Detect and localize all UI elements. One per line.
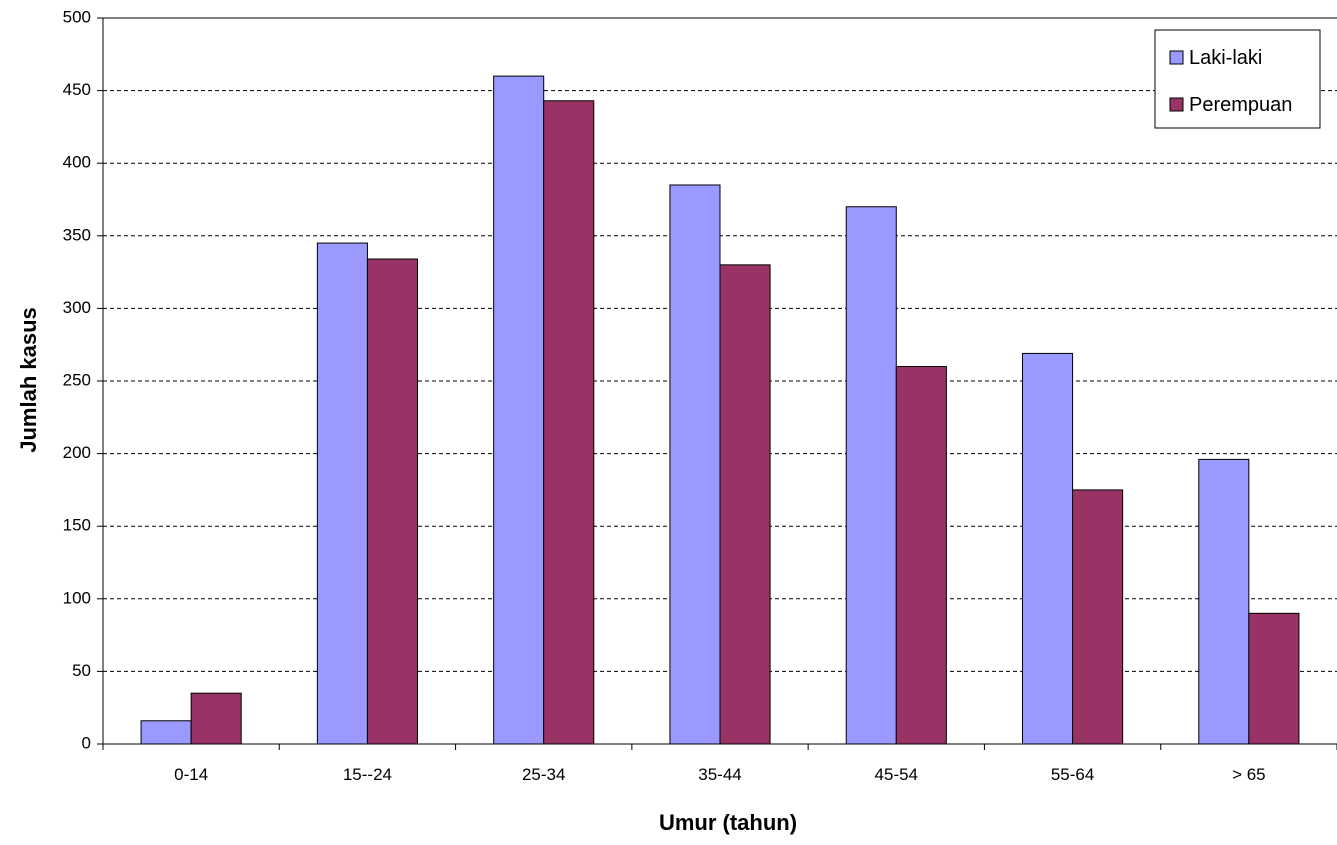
y-tick-label: 100 <box>63 588 91 607</box>
y-tick-label: 400 <box>63 153 91 172</box>
legend: Laki-laki Perempuan <box>1154 29 1321 129</box>
bar-laki-laki-1 <box>316 242 368 745</box>
tick-labels: 0 50 100 150 200 250 300 350 400 450 500 0-14 15--24… <box>63 7 1266 784</box>
y-tick-label: 300 <box>63 298 91 317</box>
x-tick-label: 15--24 <box>343 765 392 784</box>
legend-box <box>1154 29 1321 129</box>
x-tick-label: 45-54 <box>875 765 918 784</box>
y-tick-label: 50 <box>72 661 91 680</box>
x-axis-title: Umur (tahun) <box>659 810 797 835</box>
y-tick-label: 150 <box>63 516 91 535</box>
axes <box>97 17 1337 750</box>
y-tick-label: 0 <box>82 733 91 752</box>
bar-laki-laki-4 <box>845 206 897 745</box>
legend-swatch-laki-laki <box>1169 50 1184 65</box>
x-tick-label: 35-44 <box>698 765 741 784</box>
x-tick-label: 55-64 <box>1051 765 1094 784</box>
bar-perempuan-0 <box>190 692 242 745</box>
bar-perempuan-3 <box>719 264 771 745</box>
bars <box>140 75 1300 745</box>
bar-laki-laki-3 <box>669 184 721 745</box>
bar-laki-laki-5 <box>1022 352 1074 745</box>
bar-laki-laki-0 <box>140 720 192 745</box>
x-tick-label: 25-34 <box>522 765 565 784</box>
y-tick-label: 450 <box>63 80 91 99</box>
bar-perempuan-4 <box>895 365 947 745</box>
x-tick-label: > 65 <box>1232 765 1266 784</box>
y-tick-label: 350 <box>63 225 91 244</box>
y-axis-title: Jumlah kasus <box>16 307 41 453</box>
legend-swatch-perempuan <box>1169 97 1184 112</box>
legend-label-laki-laki: Laki-laki <box>1189 47 1262 69</box>
bar-perempuan-2 <box>543 100 595 745</box>
bar-perempuan-5 <box>1072 489 1124 745</box>
y-tick-label: 500 <box>63 7 91 26</box>
bar-laki-laki-2 <box>493 75 545 745</box>
y-tick-label: 200 <box>63 443 91 462</box>
bar-laki-laki-6 <box>1198 458 1250 745</box>
legend-label-perempuan: Perempuan <box>1189 94 1292 116</box>
bar-perempuan-6 <box>1248 612 1300 745</box>
y-tick-label: 250 <box>63 370 91 389</box>
bar-perempuan-1 <box>366 258 418 745</box>
x-tick-label: 0-14 <box>174 765 208 784</box>
